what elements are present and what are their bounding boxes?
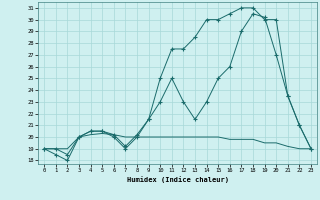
X-axis label: Humidex (Indice chaleur): Humidex (Indice chaleur) xyxy=(127,176,228,183)
